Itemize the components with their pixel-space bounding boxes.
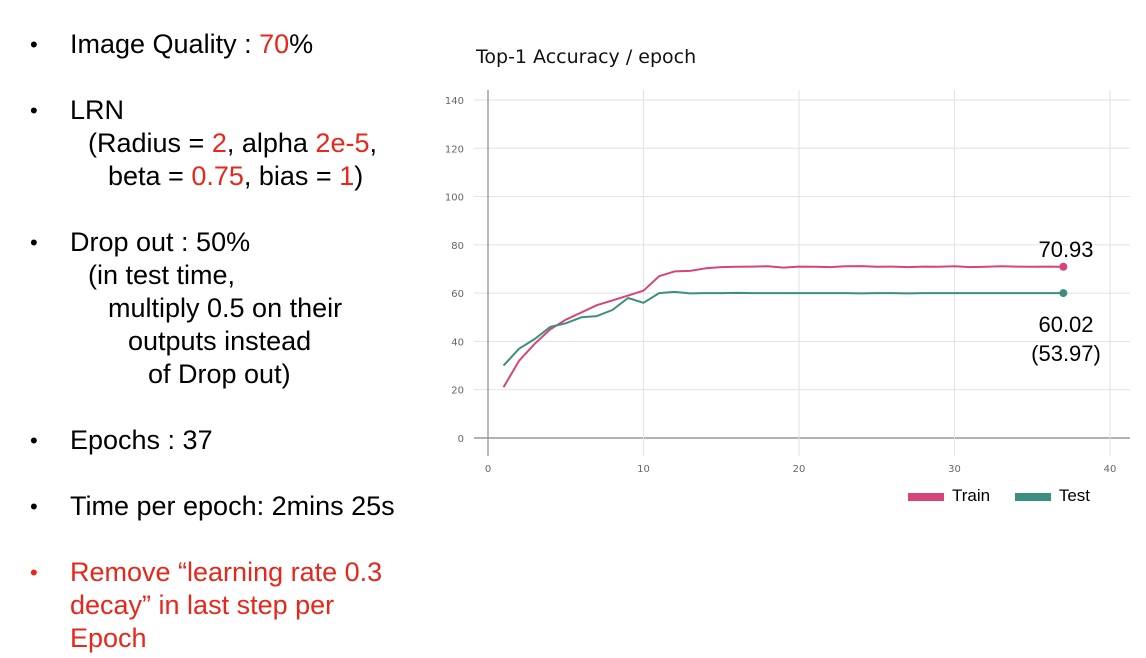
bullet-text-part: , alpha bbox=[226, 128, 316, 158]
bullet-dot: • bbox=[30, 560, 38, 585]
legend-item-train: Train bbox=[908, 486, 990, 506]
bullet-dot: • bbox=[30, 494, 38, 519]
bullet-line: Remove “learning rate 0.3 bbox=[70, 556, 382, 589]
accuracy-chart: Top-1 Accuracy / epoch 0 20 40 60 80 100 120 14… bbox=[440, 0, 1146, 520]
bullet-text-part: 0.75 bbox=[191, 161, 244, 191]
y-tick-label: 120 bbox=[445, 144, 464, 155]
x-tick-label: 0 bbox=[485, 464, 491, 475]
bullet-dot: • bbox=[30, 32, 38, 57]
bullet-dot: • bbox=[30, 98, 38, 123]
bullet-text-part: Remove “learning rate 0.3 bbox=[70, 557, 383, 587]
chart-title: Top-1 Accuracy / epoch bbox=[476, 46, 697, 68]
bullet-text: Remove “learning rate 0.3 decay” in last … bbox=[70, 556, 382, 655]
data-label: 70.93 bbox=[1038, 237, 1093, 262]
y-tick-label: 0 bbox=[458, 434, 464, 445]
bullet-line: LRN bbox=[70, 94, 377, 127]
bullet-text-part: 1 bbox=[339, 161, 355, 191]
x-tick-label: 30 bbox=[948, 464, 961, 475]
x-tick-label: 20 bbox=[793, 464, 806, 475]
bullet-dot: • bbox=[30, 230, 38, 255]
bullet-text-part: Time per epoch: 2mins 25s bbox=[70, 491, 395, 521]
bullet-line: (in test time, bbox=[70, 259, 342, 292]
bullet-text: Time per epoch: 2mins 25s bbox=[70, 490, 395, 523]
bullet-text-part: , bbox=[369, 128, 377, 158]
bullet-text-part: 2e-5 bbox=[315, 128, 370, 158]
legend-swatch-train bbox=[908, 492, 944, 501]
bullet-line: Time per epoch: 2mins 25s bbox=[70, 490, 395, 523]
legend-item-test: Test bbox=[1014, 486, 1091, 506]
bullet-text-part: LRN bbox=[70, 95, 125, 125]
y-tick-label: 20 bbox=[451, 386, 464, 397]
bullet-text-part: (Radius = bbox=[88, 128, 212, 158]
bullet-line: Epochs : 37 bbox=[70, 424, 213, 457]
bullet-line: decay” in last step per bbox=[70, 589, 382, 622]
bullet-line: Epoch bbox=[70, 622, 382, 655]
y-tick-label: 80 bbox=[451, 241, 464, 252]
bullet-text-part: Epoch bbox=[70, 623, 147, 653]
bullet-text-part: Image Quality : bbox=[70, 29, 260, 59]
x-tick-label: 10 bbox=[637, 464, 650, 475]
bullet-text-part: beta = bbox=[108, 161, 192, 191]
bullet-line: of Drop out) bbox=[70, 358, 342, 391]
data-label: (53.97) bbox=[1031, 341, 1101, 366]
x-tick-label: 40 bbox=[1104, 464, 1117, 475]
y-tick-label: 140 bbox=[445, 96, 464, 107]
series-endpoint-test bbox=[1059, 289, 1068, 298]
bullet-text-part: 70 bbox=[259, 29, 290, 59]
bullet-line: Image Quality : 70% bbox=[70, 28, 313, 61]
bullet-text: Image Quality : 70% bbox=[70, 28, 313, 61]
bullet-text-part: Epochs : 37 bbox=[70, 425, 213, 455]
bullet-text-part: Drop out : 50% bbox=[70, 227, 251, 257]
data-label: 60.02 bbox=[1038, 312, 1093, 337]
bullet-text: Epochs : 37 bbox=[70, 424, 213, 457]
bullet-text-part: % bbox=[289, 29, 314, 59]
series-endpoint-train bbox=[1059, 262, 1068, 271]
legend-label-test: Test bbox=[1058, 486, 1091, 505]
legend-label-train: Train bbox=[952, 486, 991, 505]
bullet-text-part: 2 bbox=[211, 128, 227, 158]
bullet-dot: • bbox=[30, 428, 38, 453]
y-tick-label: 60 bbox=[451, 289, 464, 300]
bullet-text-part: decay” in last step per bbox=[70, 590, 335, 620]
bullet-line: outputs instead bbox=[70, 325, 342, 358]
bullet-line: beta = 0.75, bias = 1) bbox=[70, 160, 377, 193]
bullet-text-part: (in test time, bbox=[88, 260, 236, 290]
bullet-text-part: ) bbox=[354, 161, 364, 191]
bullet-line: Drop out : 50% bbox=[70, 226, 342, 259]
bullet-line: multiply 0.5 on their bbox=[70, 292, 342, 325]
bullet-text: LRN (Radius = 2, alpha 2e-5, beta = 0.75, … bbox=[70, 94, 377, 193]
series-line-test bbox=[502, 290, 1064, 367]
chart-legend: Train Test bbox=[908, 486, 1110, 506]
bullet-text-part: , bias = bbox=[243, 161, 340, 191]
y-tick-label: 40 bbox=[451, 337, 464, 348]
chart-plot: 0 20 40 60 80 100 120 140 0 10 20 30 40 70.93 60.02 (53… bbox=[445, 90, 1130, 475]
bullet-text: Drop out : 50% (in test time, multiply 0.5… bbox=[70, 226, 342, 391]
legend-swatch-test bbox=[1014, 492, 1051, 501]
bullet-line: (Radius = 2, alpha 2e-5, bbox=[70, 127, 377, 160]
y-tick-label: 100 bbox=[445, 193, 464, 204]
series-line-train bbox=[502, 265, 1064, 388]
bullet-text-part: of Drop out) bbox=[148, 359, 291, 389]
bullet-text-part: outputs instead bbox=[128, 326, 312, 356]
bullet-list: • Image Quality : 70% • LRN (Radius = 2, alp… bbox=[0, 0, 440, 658]
bullet-text-part: multiply 0.5 on their bbox=[108, 293, 343, 323]
